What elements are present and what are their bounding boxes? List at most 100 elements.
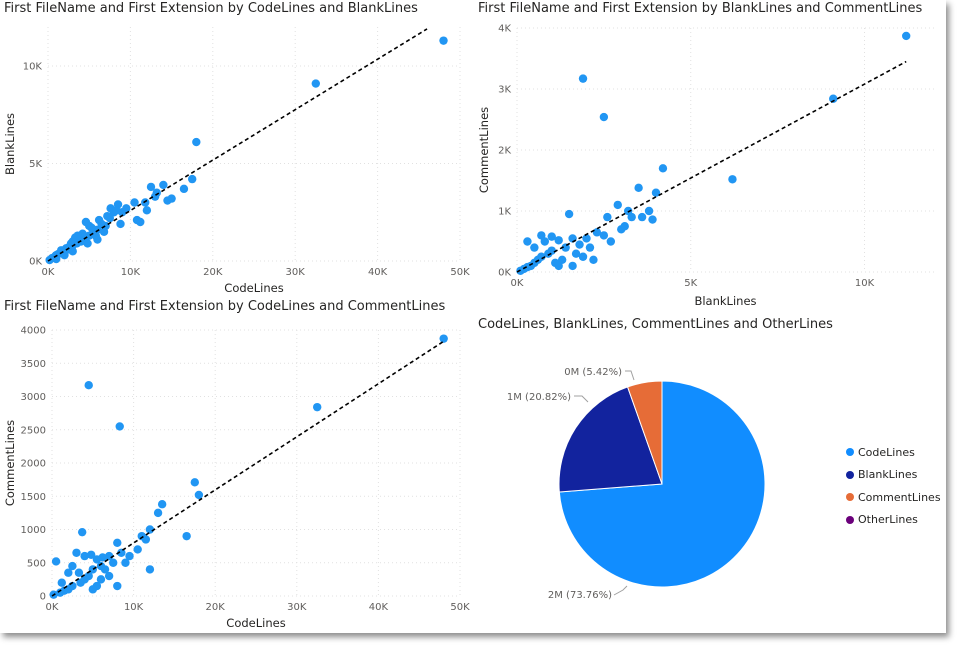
y-tick-label: 10K [23,62,43,73]
data-point [188,174,197,184]
y-tick-label: 5K [29,159,42,170]
data-point [94,215,104,225]
data-point [115,422,124,431]
x-tick-label: 30K [287,602,307,613]
data-point [634,183,643,193]
data-point [73,231,82,240]
legend-item-codelines[interactable]: CodeLines [846,441,941,464]
pie-legend: CodeLines BlankLines CommentLines OtherLine… [846,441,941,531]
data-point [637,212,647,222]
y-tick-label: 0K [498,268,511,279]
data-point [190,478,199,487]
chart-title: CodeLines, BlankLines, CommentLines and … [478,317,833,332]
y-axis-label: CommentLines [3,420,17,506]
pie-leader-line [613,585,628,596]
pie-lines-breakdown[interactable]: CodeLines, BlankLines, CommentLines and … [474,316,946,633]
data-point [192,137,201,147]
data-point [651,188,661,197]
data-point [98,553,107,562]
legend-swatch [846,493,854,502]
data-point [81,217,91,227]
data-point [592,228,602,237]
y-tick-label: 2500 [21,425,46,436]
data-point [554,236,563,245]
legend-item-commentlines[interactable]: CommentLines [846,486,941,509]
y-tick-label: 1000 [21,525,46,536]
data-point [311,79,320,88]
data-point [571,249,581,258]
data-point [137,531,146,541]
data-point [547,232,556,241]
data-point [104,571,114,581]
y-tick-label: 2000 [21,459,46,470]
y-tick-label: 3000 [21,392,46,403]
data-point [530,243,539,252]
data-point [84,380,93,390]
data-point [130,198,139,207]
trend-line [516,60,907,273]
x-tick-label: 0K [42,267,55,278]
legend-label: OtherLines [858,513,918,527]
x-tick-label: 50K [450,267,470,278]
data-point [578,74,588,83]
legend-label: CodeLines [858,445,915,459]
pie-data-label: 0M (5.42%) [564,367,622,378]
data-point [109,558,118,567]
data-point [77,527,87,537]
data-point [606,237,616,246]
data-point [153,508,163,518]
y-tick-label: 3500 [21,359,46,370]
chart-title: First FileName and First Extension by Bl… [478,1,923,16]
x-tick-label: 5K [684,278,697,289]
data-point [589,255,598,264]
data-point [68,561,77,571]
data-point [578,252,588,261]
data-point [439,334,448,343]
data-point [613,200,622,210]
legend-item-otherlines[interactable]: OtherLines [846,509,941,532]
y-tick-label: 3K [498,85,511,96]
x-tick-label: 30K [286,267,306,278]
data-point [80,551,89,561]
x-tick-label: 50K [450,602,470,613]
scatter-codelines-commentlines[interactable]: First FileName and First Extension by Co… [0,298,470,633]
trend-line [51,340,445,597]
data-point [728,175,737,184]
data-point [113,538,122,547]
data-point [117,548,126,557]
report-canvas: First FileName and First Extension by Co… [0,0,946,633]
data-point [540,237,549,246]
x-tick-label: 0K [46,602,59,613]
data-point [544,249,553,258]
data-point [96,561,106,571]
pie-leader-line [625,370,635,381]
pie-slice-commentlines [626,380,663,485]
legend-item-blanklines[interactable]: BlankLines [846,464,941,487]
scatter-blanklines-commentlines[interactable]: First FileName and First Extension by Bl… [474,0,946,312]
scatter-plot-svg: 0K 10K 20K 30K 40K 50K 0 500 1000 1500 2000 2500 300… [3,326,470,631]
pie-chart-svg: 2M (73.76%) 1M (20.82%) 0M (5.42%) [507,367,766,601]
data-point [112,206,121,215]
data-point [568,261,577,271]
x-axis-label: BlankLines [694,294,756,308]
data-point [64,568,73,577]
x-axis-label: CodeLines [224,281,283,295]
y-tick-label: 500 [27,558,46,569]
data-point [554,261,563,271]
data-point [66,239,76,248]
scatter-codelines-blanklines[interactable]: First FileName and First Extension by Co… [0,0,470,298]
data-point [87,223,96,233]
y-axis-label: CommentLines [477,107,491,193]
data-point [658,164,668,173]
legend-label: BlankLines [858,468,918,482]
x-tick-label: 10K [124,602,144,613]
x-tick-label: 40K [369,602,389,613]
data-point [51,557,61,566]
data-point [627,212,636,222]
data-point [599,112,609,122]
data-point [439,36,448,45]
data-point [116,219,125,229]
x-tick-label: 40K [368,267,388,278]
data-point [557,255,567,264]
scatter-plot-svg: 0K 10K 20K 30K 40K 50K 0K 5K 10K CodeLines BlankLi… [3,27,470,295]
